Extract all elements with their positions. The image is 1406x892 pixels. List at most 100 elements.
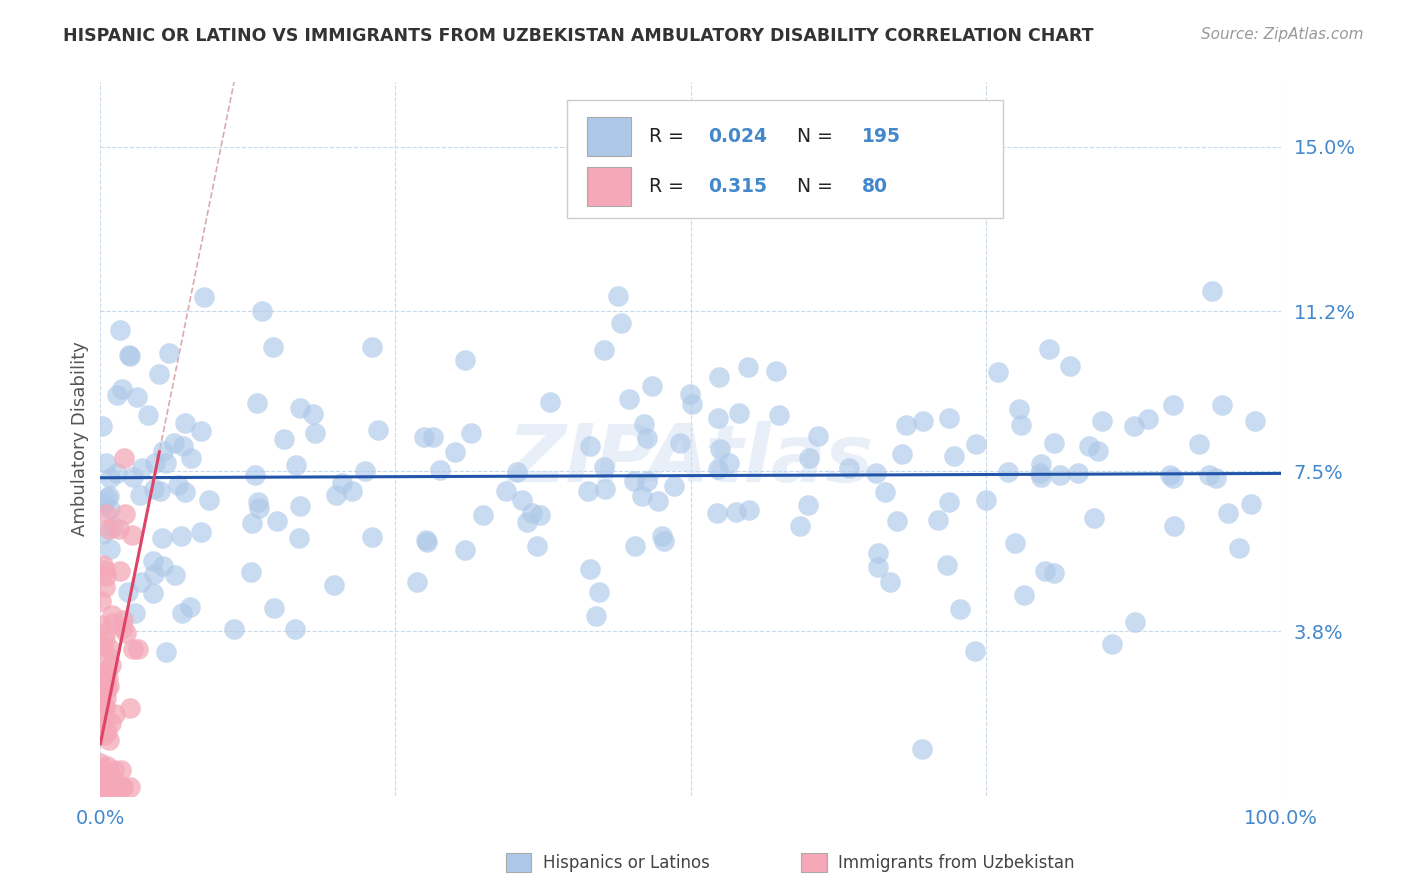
Point <box>797 498 820 512</box>
Point <box>152 444 174 458</box>
FancyBboxPatch shape <box>586 117 631 156</box>
Point <box>997 465 1019 479</box>
Point <box>1216 506 1239 520</box>
Point <box>965 437 987 451</box>
Point <box>1163 398 1185 412</box>
Point <box>987 364 1010 378</box>
Point <box>538 395 561 409</box>
Point <box>262 340 284 354</box>
Point <box>91 527 114 541</box>
Point <box>529 508 551 522</box>
Point <box>1049 467 1071 482</box>
Point <box>103 616 125 631</box>
Point <box>150 531 173 545</box>
Point <box>799 450 821 465</box>
Point <box>165 568 187 582</box>
Point <box>90 683 112 698</box>
Point <box>510 493 533 508</box>
Point <box>98 541 121 556</box>
Point <box>94 780 117 794</box>
Point <box>737 360 759 375</box>
Point <box>652 533 675 548</box>
Point <box>1043 436 1066 450</box>
Point <box>1188 437 1211 451</box>
Point <box>1159 467 1181 482</box>
Point <box>93 708 115 723</box>
Point <box>246 396 269 410</box>
Point <box>1012 588 1035 602</box>
Point <box>1029 470 1052 484</box>
Point <box>1211 398 1233 412</box>
Point <box>98 642 121 657</box>
Point <box>90 780 112 794</box>
Point <box>1123 615 1146 630</box>
Point <box>174 484 197 499</box>
Point <box>891 447 914 461</box>
Point <box>506 465 529 479</box>
Point <box>91 780 114 794</box>
Point <box>96 649 118 664</box>
Point <box>90 761 112 775</box>
FancyBboxPatch shape <box>567 100 1004 218</box>
Point <box>911 414 934 428</box>
Point <box>935 558 957 573</box>
Point <box>101 772 124 786</box>
Point <box>94 456 117 470</box>
Point <box>579 562 602 576</box>
Point <box>896 417 918 432</box>
Point <box>938 495 960 509</box>
Text: Immigrants from Uzbekistan: Immigrants from Uzbekistan <box>838 854 1074 871</box>
Point <box>190 525 212 540</box>
Point <box>155 645 177 659</box>
Point <box>623 474 645 488</box>
Point <box>173 416 195 430</box>
Point <box>706 506 728 520</box>
Point <box>96 765 118 780</box>
Point <box>112 621 135 635</box>
Point <box>240 566 263 580</box>
Point <box>738 503 761 517</box>
Point <box>122 642 145 657</box>
Point <box>1029 467 1052 481</box>
Point <box>454 542 477 557</box>
Point <box>96 682 118 697</box>
Point <box>96 759 118 773</box>
Point <box>91 639 114 653</box>
Point <box>288 532 311 546</box>
Point <box>949 601 972 615</box>
Point <box>1205 471 1227 485</box>
Point <box>90 762 112 776</box>
Point <box>104 706 127 721</box>
Point <box>100 716 122 731</box>
Point <box>927 513 949 527</box>
Point <box>111 780 134 794</box>
Point <box>96 507 118 521</box>
Point <box>353 464 375 478</box>
Point <box>93 780 115 794</box>
Point <box>444 445 467 459</box>
Point <box>101 519 124 533</box>
Point <box>1004 536 1026 550</box>
Point <box>96 663 118 677</box>
Point <box>94 700 117 714</box>
Point <box>170 529 193 543</box>
Point <box>1240 497 1263 511</box>
Point <box>110 323 132 337</box>
Point <box>90 594 112 608</box>
Text: 0.024: 0.024 <box>709 127 768 146</box>
Point <box>100 657 122 672</box>
Point <box>647 493 669 508</box>
Point <box>342 483 364 498</box>
Text: 80: 80 <box>862 177 887 196</box>
Point <box>413 430 436 444</box>
Point <box>943 449 966 463</box>
Text: R =: R = <box>650 127 690 146</box>
Point <box>94 626 117 640</box>
Point <box>284 622 307 636</box>
Point <box>89 756 111 770</box>
Point <box>118 348 141 362</box>
Point <box>114 507 136 521</box>
Point <box>179 600 201 615</box>
Point <box>1078 440 1101 454</box>
Point <box>1163 518 1185 533</box>
